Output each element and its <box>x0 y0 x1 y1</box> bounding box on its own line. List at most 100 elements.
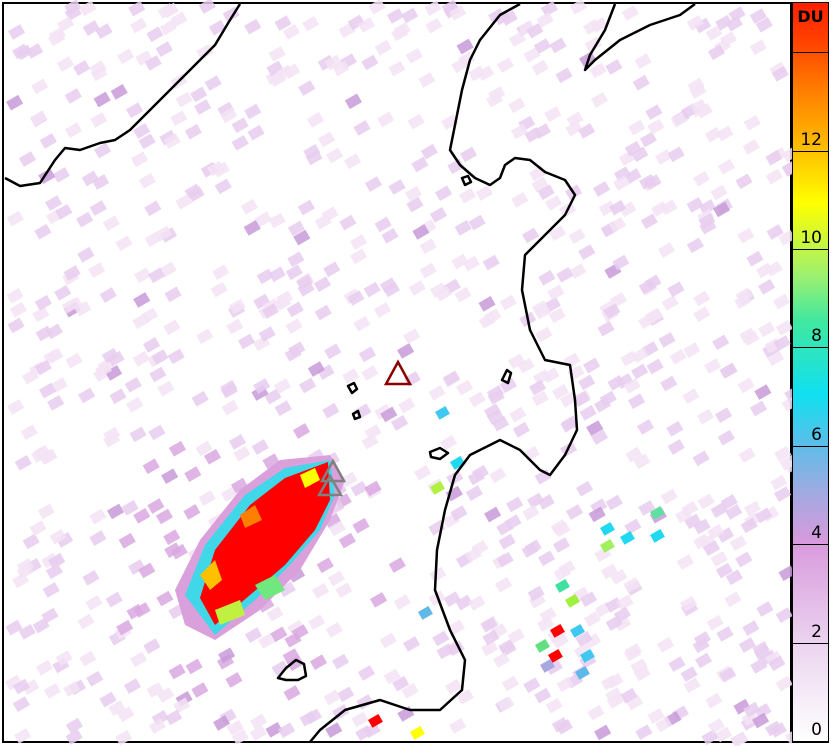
so2-pixel <box>275 64 294 81</box>
so2-pixel <box>43 348 61 365</box>
so2-pixel <box>12 678 30 695</box>
so2-pixel <box>173 697 191 714</box>
so2-pixel <box>419 262 437 279</box>
so2-pixel <box>583 611 601 627</box>
so2-pixel <box>144 200 162 217</box>
so2-pixel <box>537 184 555 200</box>
so2-pixel <box>184 466 202 482</box>
so2-pixel <box>630 658 648 675</box>
so2-pixel <box>55 650 73 666</box>
so2-pixel <box>487 389 505 405</box>
so2-pixel <box>705 25 723 41</box>
so2-pixel <box>742 330 760 347</box>
so2-pixel <box>754 703 772 719</box>
so2-pixel <box>123 678 142 694</box>
coastline-northeast <box>583 2 696 72</box>
so2-pixel <box>536 11 554 28</box>
so2-pixel <box>738 637 756 653</box>
so2-pixel <box>401 682 419 699</box>
so2-pixel <box>92 174 110 190</box>
so2-pixel <box>317 131 336 148</box>
so2-pixel <box>198 0 216 14</box>
so2-pixel <box>769 722 787 738</box>
so2-pixel <box>291 624 309 640</box>
so2-pixel <box>350 480 368 497</box>
so2-pixel <box>247 124 265 141</box>
so2-pixel <box>142 337 161 353</box>
so2-pixel <box>548 307 566 324</box>
so2-pixel <box>403 328 421 345</box>
so2-pixel <box>749 8 767 24</box>
so2-pixel <box>332 60 350 77</box>
so2-pixel <box>383 668 401 685</box>
so2-pixel <box>133 507 151 524</box>
so2-pixel <box>34 223 52 240</box>
so2-pixel <box>454 286 472 303</box>
so2-pixel <box>766 350 785 367</box>
so2-pixel <box>455 594 473 611</box>
so2-pixel <box>344 153 362 170</box>
so2-pixel <box>538 269 556 286</box>
so2-pixel <box>633 665 651 682</box>
so2-pixel <box>638 313 656 330</box>
so2-pixel <box>397 343 415 359</box>
so2-pixel <box>569 0 587 15</box>
so2-pixel <box>29 520 47 537</box>
so2-pixel <box>539 659 555 673</box>
so2-pixel <box>264 388 282 405</box>
so2-pixel <box>478 295 496 312</box>
so2-pixel <box>569 263 587 279</box>
so2-pixel <box>194 99 212 115</box>
so2-pixel <box>296 274 314 290</box>
so2-pixel <box>684 513 702 530</box>
so2-pixel <box>20 424 38 441</box>
so2-pixel <box>342 368 360 384</box>
so2-pixel <box>749 39 767 56</box>
so2-pixel <box>283 685 301 701</box>
so2-pixel <box>565 120 583 137</box>
so2-pixel <box>544 195 563 211</box>
so2-pixel <box>509 406 527 423</box>
so2-pixel <box>256 268 274 285</box>
so2-pixel <box>573 391 591 407</box>
so2-pixel <box>733 698 751 715</box>
so2-pixel <box>388 179 406 195</box>
so2-pixel <box>213 715 231 731</box>
so2-pixel <box>185 658 203 675</box>
so2-pixel <box>609 292 627 308</box>
so2-pixel <box>63 681 81 697</box>
so2-pixel <box>217 101 235 118</box>
so2-pixel <box>328 520 346 537</box>
so2-pixel <box>89 200 107 216</box>
so2-pixel <box>325 621 343 638</box>
so2-pixel <box>774 445 792 462</box>
so2-pixel <box>14 728 32 744</box>
so2-pixel <box>324 343 342 360</box>
so2-pixel <box>47 553 66 569</box>
so2-pixel <box>510 123 528 140</box>
so2-pixel <box>455 379 474 396</box>
so2-pixel <box>31 78 49 95</box>
colorbar-tick-label: 10 <box>800 228 822 248</box>
so2-pixel <box>418 72 436 88</box>
so2-pixel <box>130 151 149 168</box>
so2-pixel <box>155 508 173 525</box>
so2-pixel <box>636 419 655 435</box>
so2-pixel <box>297 280 315 297</box>
so2-pixel <box>625 694 644 711</box>
so2-pixel <box>170 11 188 28</box>
so2-pixel <box>226 318 244 335</box>
so2-pixel <box>108 700 126 716</box>
so2-pixel <box>116 619 134 636</box>
colorbar-tick <box>793 150 828 152</box>
so2-pixel <box>526 22 544 39</box>
so2-pixel <box>142 458 160 475</box>
so2-pixel <box>456 38 474 55</box>
so2-pixel <box>778 565 792 582</box>
so2-pixel <box>770 474 788 491</box>
so2-pixel <box>742 620 760 636</box>
so2-pixel <box>565 504 584 520</box>
so2-pixel <box>214 178 232 195</box>
so2-pixel <box>50 377 68 393</box>
so2-pixel <box>147 498 165 514</box>
